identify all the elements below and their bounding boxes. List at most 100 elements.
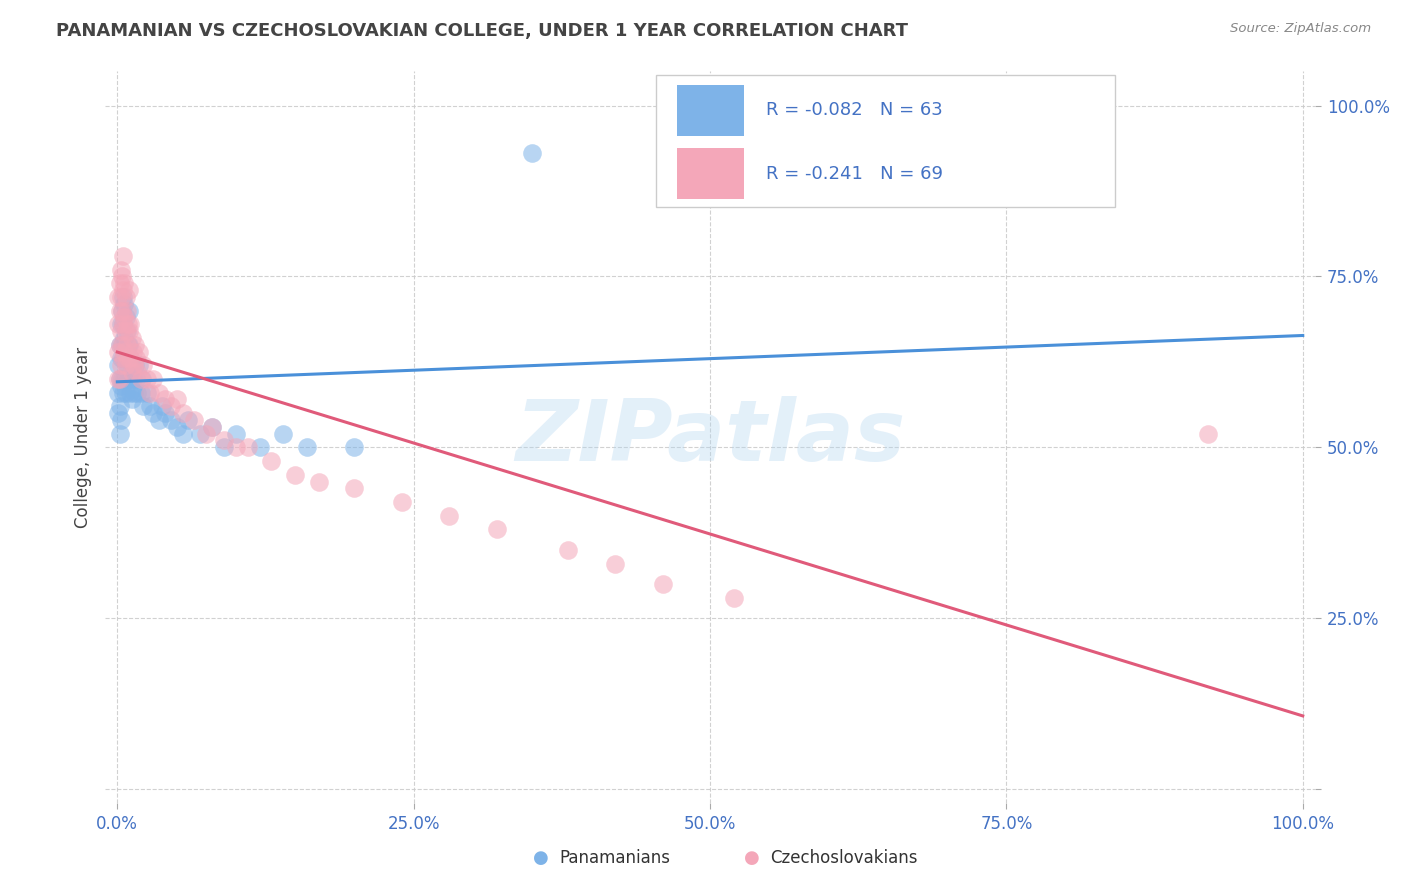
Point — [112, 318, 135, 332]
Point — [136, 372, 159, 386]
Text: R = -0.082   N = 63: R = -0.082 N = 63 — [766, 101, 942, 120]
Point — [122, 385, 145, 400]
Point — [188, 426, 211, 441]
Point — [1197, 426, 1219, 441]
Point — [111, 269, 134, 284]
Point — [159, 400, 181, 414]
Point — [125, 351, 148, 366]
Text: R = -0.241   N = 69: R = -0.241 N = 69 — [766, 165, 942, 183]
Y-axis label: College, Under 1 year: College, Under 1 year — [73, 346, 91, 528]
Point — [118, 324, 141, 338]
Point — [128, 359, 150, 373]
Point — [127, 365, 149, 379]
Point — [308, 475, 330, 489]
Point — [110, 262, 132, 277]
Point — [112, 290, 135, 304]
Point — [136, 385, 159, 400]
Point — [110, 413, 132, 427]
Point — [115, 324, 138, 338]
Point — [131, 372, 153, 386]
Point — [108, 277, 131, 291]
Point — [114, 310, 136, 325]
Point — [111, 372, 134, 386]
Point — [112, 297, 135, 311]
Point — [118, 303, 141, 318]
Point — [110, 351, 132, 366]
Bar — [678, 85, 744, 136]
Point — [112, 385, 135, 400]
Point — [110, 324, 132, 338]
Point — [108, 426, 131, 441]
Point — [117, 318, 139, 332]
Point — [172, 406, 194, 420]
Point — [183, 413, 205, 427]
Point — [122, 359, 145, 373]
Point — [605, 557, 627, 571]
Point — [118, 283, 141, 297]
Text: Source: ZipAtlas.com: Source: ZipAtlas.com — [1230, 22, 1371, 36]
Point — [114, 324, 136, 338]
Point — [118, 372, 141, 386]
Point — [177, 413, 200, 427]
Point — [111, 338, 134, 352]
Point — [111, 303, 134, 318]
Point — [142, 406, 165, 420]
Point — [225, 426, 247, 441]
Text: Panamanians: Panamanians — [560, 849, 671, 867]
Point — [121, 365, 143, 379]
Point — [271, 426, 294, 441]
Point — [112, 283, 135, 297]
Point — [522, 146, 544, 161]
Point — [115, 359, 138, 373]
Point — [115, 303, 138, 318]
Point — [260, 454, 283, 468]
Point — [236, 440, 259, 454]
Point — [112, 331, 135, 345]
Point — [343, 440, 366, 454]
Point — [142, 372, 165, 386]
Point — [284, 467, 307, 482]
Point — [166, 420, 188, 434]
Point — [108, 303, 131, 318]
Text: ●: ● — [533, 849, 550, 867]
Point — [114, 385, 136, 400]
Point — [112, 344, 135, 359]
Point — [121, 392, 143, 407]
Point — [127, 385, 149, 400]
Point — [212, 440, 235, 454]
Point — [112, 351, 135, 366]
Point — [159, 413, 181, 427]
Point — [249, 440, 271, 454]
FancyBboxPatch shape — [655, 75, 1115, 207]
Point — [153, 392, 176, 407]
Point — [343, 481, 366, 495]
Point — [128, 344, 150, 359]
Point — [201, 420, 224, 434]
Point — [124, 338, 146, 352]
Text: PANAMANIAN VS CZECHOSLOVAKIAN COLLEGE, UNDER 1 YEAR CORRELATION CHART: PANAMANIAN VS CZECHOSLOVAKIAN COLLEGE, U… — [56, 22, 908, 40]
Point — [121, 372, 143, 386]
Point — [148, 413, 170, 427]
Point — [114, 290, 136, 304]
Point — [115, 338, 138, 352]
Point — [110, 290, 132, 304]
Point — [110, 379, 132, 393]
Point — [129, 385, 152, 400]
Point — [114, 359, 136, 373]
Point — [112, 318, 135, 332]
Point — [111, 338, 134, 352]
Text: ZIPatlas: ZIPatlas — [515, 395, 905, 479]
Point — [107, 406, 129, 420]
Point — [225, 440, 247, 454]
Point — [651, 577, 673, 591]
Point — [124, 359, 146, 373]
Point — [121, 359, 143, 373]
Point — [485, 522, 508, 536]
Point — [112, 372, 135, 386]
Point — [110, 318, 132, 332]
Point — [166, 392, 188, 407]
Bar — [678, 148, 744, 200]
Point — [132, 359, 155, 373]
Point — [107, 385, 129, 400]
Point — [212, 434, 235, 448]
